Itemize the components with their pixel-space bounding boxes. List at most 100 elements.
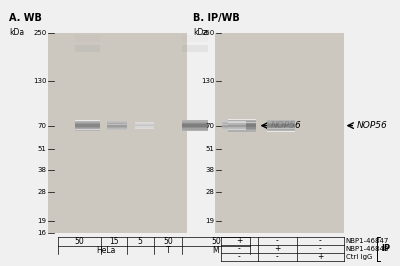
Text: NOP56: NOP56 xyxy=(271,121,302,130)
Bar xyxy=(267,120,295,131)
Text: 70: 70 xyxy=(37,123,46,128)
Bar xyxy=(135,123,154,124)
Text: HeLa: HeLa xyxy=(96,246,116,255)
Bar xyxy=(222,127,246,128)
Bar xyxy=(182,122,208,123)
Text: 38: 38 xyxy=(206,167,214,173)
Bar xyxy=(106,128,127,129)
Bar xyxy=(75,35,100,42)
Text: +: + xyxy=(274,244,280,253)
Bar xyxy=(214,33,344,233)
Bar xyxy=(228,127,256,129)
Bar xyxy=(106,129,127,130)
Bar xyxy=(135,126,154,127)
Text: 130: 130 xyxy=(201,78,214,84)
Bar xyxy=(135,127,154,128)
Bar xyxy=(135,124,154,125)
Bar xyxy=(182,126,208,127)
Bar xyxy=(182,124,208,126)
Bar xyxy=(75,129,100,131)
Bar xyxy=(106,124,127,126)
Bar xyxy=(222,124,246,126)
Bar xyxy=(75,124,100,126)
Bar xyxy=(182,128,208,130)
Bar xyxy=(182,120,208,131)
Text: 250: 250 xyxy=(33,30,46,36)
Text: Ctrl IgG: Ctrl IgG xyxy=(346,254,372,260)
Text: kDa: kDa xyxy=(193,28,208,37)
Text: 15: 15 xyxy=(109,237,119,246)
Bar xyxy=(75,121,100,131)
Bar xyxy=(222,123,246,124)
Text: B. IP/WB: B. IP/WB xyxy=(193,13,240,23)
Text: 19: 19 xyxy=(206,218,214,223)
Bar xyxy=(75,45,100,52)
Bar xyxy=(75,127,100,128)
Text: kDa: kDa xyxy=(9,28,24,37)
Bar xyxy=(182,120,208,122)
Bar xyxy=(228,126,256,127)
Bar xyxy=(75,122,100,123)
Text: 50: 50 xyxy=(211,237,221,246)
Text: -: - xyxy=(319,244,322,253)
Bar xyxy=(106,121,127,122)
Bar xyxy=(106,123,127,124)
Text: 130: 130 xyxy=(33,78,46,84)
Bar xyxy=(228,121,256,123)
Bar xyxy=(135,122,154,123)
Text: -: - xyxy=(276,252,278,261)
Text: -: - xyxy=(238,244,241,253)
Bar xyxy=(228,122,256,124)
Bar xyxy=(135,126,154,127)
Bar xyxy=(228,119,256,121)
Text: IP: IP xyxy=(382,244,391,253)
Text: 70: 70 xyxy=(206,123,214,128)
Bar xyxy=(182,45,208,52)
Text: A. WB: A. WB xyxy=(9,13,42,23)
Bar xyxy=(222,122,246,123)
Text: +: + xyxy=(236,236,242,246)
Bar xyxy=(182,130,208,131)
Bar xyxy=(267,121,295,123)
Bar xyxy=(182,35,208,42)
Text: -: - xyxy=(276,236,278,246)
Bar xyxy=(267,120,295,121)
Text: -: - xyxy=(238,252,241,261)
Bar xyxy=(182,123,208,124)
Bar xyxy=(135,125,154,126)
Bar xyxy=(267,126,295,127)
Bar xyxy=(106,122,127,123)
Bar xyxy=(267,123,295,124)
Bar xyxy=(267,130,295,131)
Text: 51: 51 xyxy=(38,146,46,152)
Text: 51: 51 xyxy=(206,146,214,152)
Text: -: - xyxy=(319,236,322,246)
Bar xyxy=(106,121,127,130)
Bar xyxy=(222,129,246,130)
Bar xyxy=(267,127,295,128)
Text: NOP56: NOP56 xyxy=(357,121,388,130)
Bar xyxy=(75,126,100,127)
Bar xyxy=(222,121,246,130)
Text: 250: 250 xyxy=(201,30,214,36)
Bar xyxy=(267,124,295,126)
Bar xyxy=(75,123,100,124)
Bar xyxy=(222,121,246,122)
Text: NBP1-46847: NBP1-46847 xyxy=(346,238,389,244)
Text: 16: 16 xyxy=(37,230,46,236)
Bar xyxy=(228,130,256,132)
Text: 5: 5 xyxy=(138,237,143,246)
Text: 28: 28 xyxy=(206,189,214,195)
Bar xyxy=(106,126,127,127)
Bar xyxy=(222,126,246,127)
Text: 50: 50 xyxy=(75,237,84,246)
Text: NBP1-46848: NBP1-46848 xyxy=(346,246,389,252)
Bar xyxy=(228,129,256,130)
Bar xyxy=(222,128,246,129)
Bar xyxy=(106,127,127,128)
Bar xyxy=(135,122,154,129)
Bar xyxy=(228,120,256,132)
Bar xyxy=(135,128,154,129)
Bar xyxy=(75,120,100,122)
Bar xyxy=(48,33,187,233)
